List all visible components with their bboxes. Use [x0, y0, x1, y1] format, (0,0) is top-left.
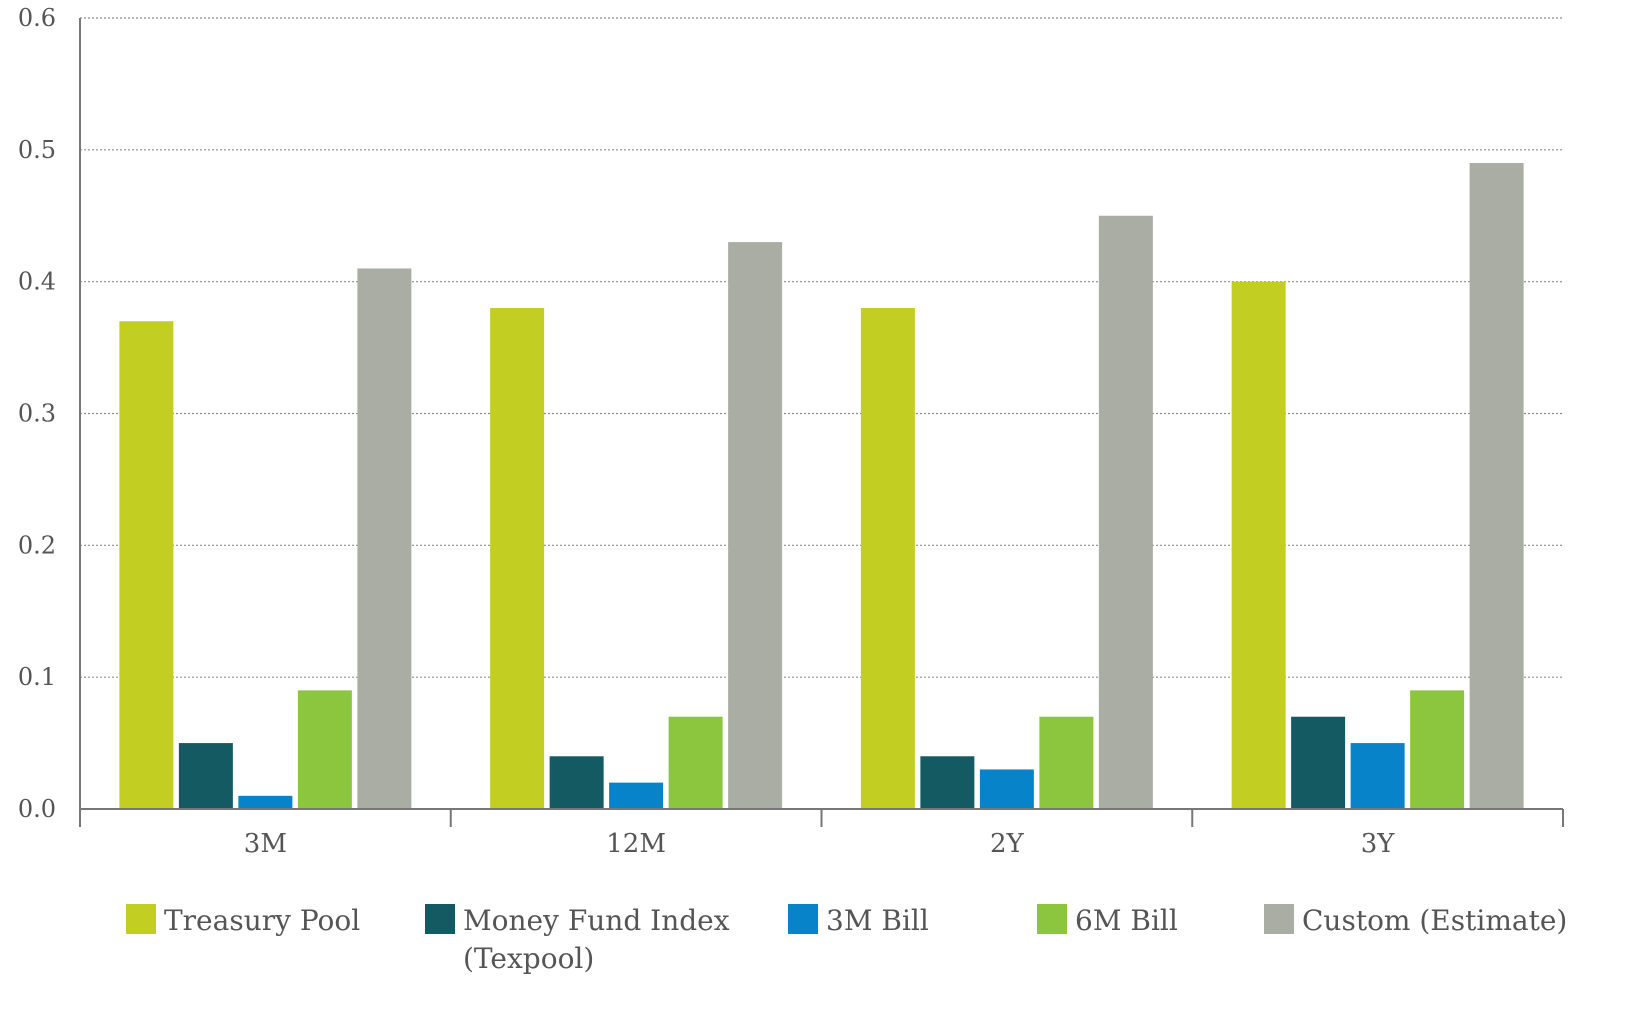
y-tick-label: 0.6 [18, 4, 56, 32]
bar [1291, 716, 1346, 809]
bar [920, 756, 975, 809]
x-category-label: 12M [606, 829, 666, 859]
bar [1410, 690, 1465, 809]
bar [668, 716, 723, 809]
bar [490, 308, 545, 809]
x-category-label: 3Y [1361, 829, 1396, 859]
bar [728, 242, 783, 809]
x-category-label: 3M [244, 829, 287, 859]
bar [1469, 163, 1524, 809]
y-tick-label: 0.1 [18, 663, 56, 691]
bar [178, 743, 233, 809]
bar [297, 690, 352, 809]
y-tick-label: 0.5 [18, 136, 56, 164]
y-axis-tick-labels: 0.0 0.1 0.2 0.3 0.4 0.5 0.6 [18, 4, 56, 823]
bar [1039, 716, 1094, 809]
y-tick-label: 0.3 [18, 400, 56, 428]
bar [119, 321, 174, 809]
x-axis-category-labels: 3M 12M 2Y 3Y [244, 829, 1396, 859]
bar [860, 308, 915, 809]
bar [1098, 215, 1153, 809]
bar [357, 268, 412, 809]
bar [1231, 281, 1286, 810]
bar [979, 769, 1034, 809]
bar [549, 756, 604, 809]
x-category-label: 2Y [990, 829, 1025, 859]
bar [1350, 743, 1405, 809]
gridlines [80, 17, 1563, 678]
y-tick-label: 0.2 [18, 531, 56, 559]
axes [79, 18, 1564, 827]
y-tick-label: 0.0 [18, 795, 56, 823]
y-tick-label: 0.4 [18, 268, 56, 296]
bars [119, 163, 1524, 810]
bar [609, 782, 664, 809]
bar [238, 795, 293, 809]
